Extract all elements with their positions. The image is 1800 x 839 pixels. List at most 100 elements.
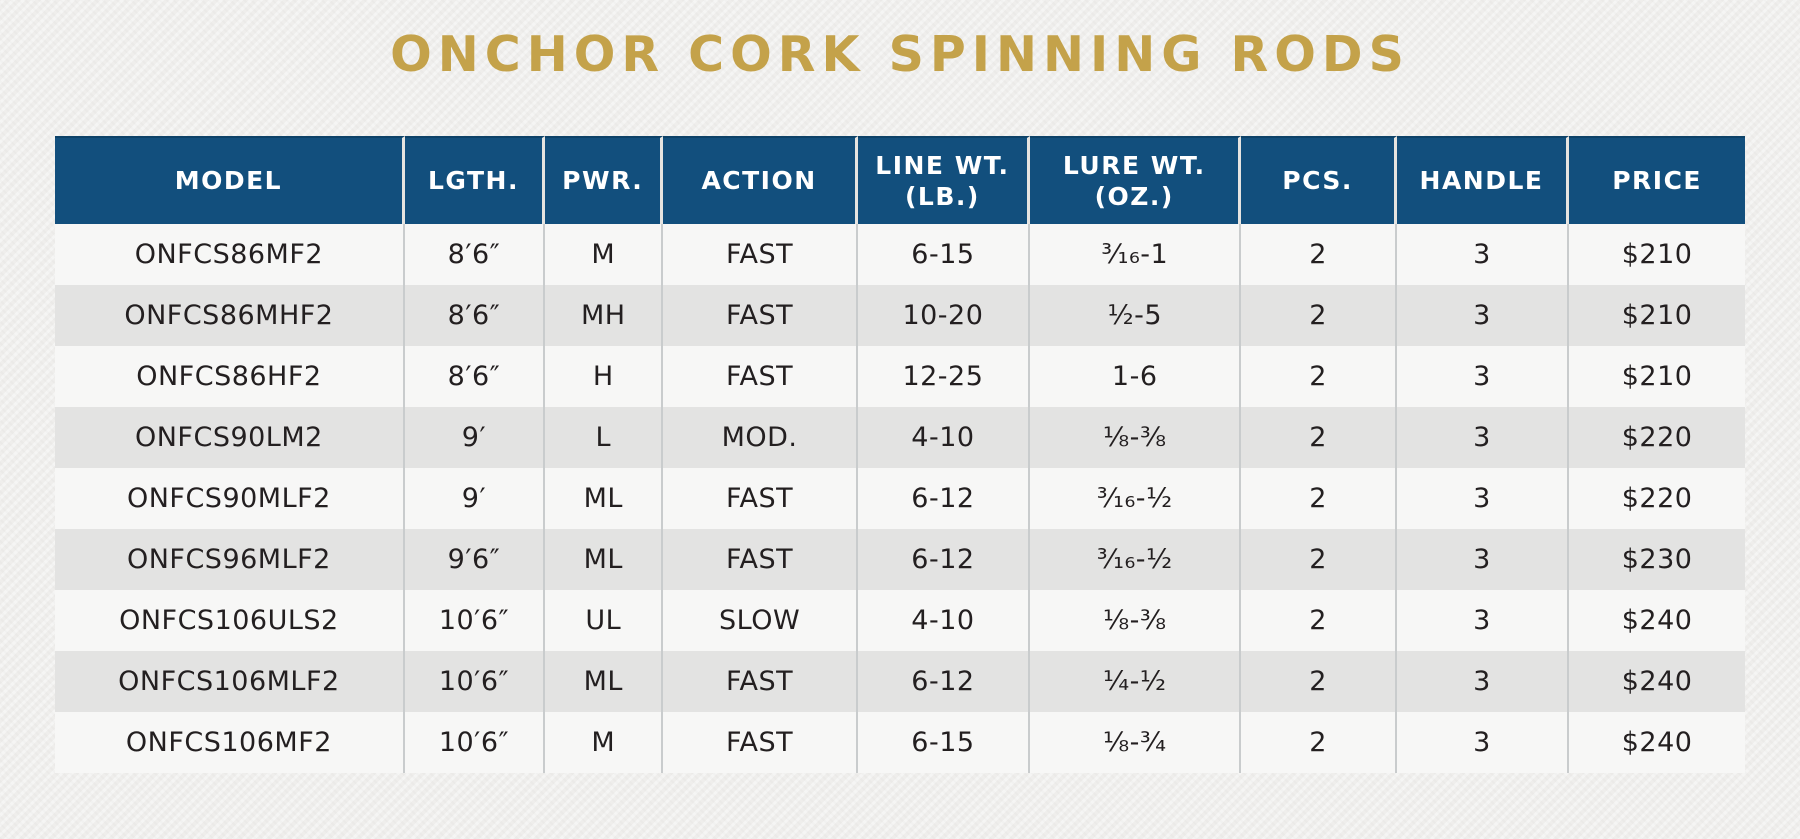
cell-handle: 3 (1397, 407, 1570, 468)
cell-handle: 3 (1397, 651, 1570, 712)
table-body: ONFCS86MF2 8′6″ M FAST 6-15 ³⁄₁₆-1 2 3 $210 ONFCS… (55, 224, 1745, 773)
cell-line_wt: 12-25 (858, 346, 1031, 407)
cell-action: FAST (663, 529, 858, 590)
cell-action: FAST (663, 468, 858, 529)
cell-model: ONFCS96MLF2 (55, 529, 405, 590)
cell-lure_wt: ¼-½ (1030, 651, 1242, 712)
cell-price: $240 (1621, 727, 1693, 758)
table-row: ONFCS86MHF2 8′6″ MH FAST 10-20 ½-5 2 3 $210 (55, 285, 1745, 346)
table-row: ONFCS106MLF2 10′6″ ML FAST 6-12 ¼-½ 2 3 $240 (55, 651, 1745, 712)
table-header: MODEL LGTH. PWR. ACTION LINE WT. (LB.) LURE W… (55, 136, 1745, 224)
cell-power: M (545, 224, 664, 285)
cell-model: ONFCS86HF2 (55, 346, 405, 407)
cell-line_wt: 6-15 (858, 712, 1031, 773)
cell-price: $240 (1621, 666, 1693, 697)
cell-length: 8′6″ (405, 224, 546, 285)
cell-length: 9′6″ (405, 529, 546, 590)
cell-price: $240 (1621, 605, 1693, 636)
cell-action: FAST (663, 285, 858, 346)
table-row: ONFCS86MF2 8′6″ M FAST 6-15 ³⁄₁₆-1 2 3 $210 (55, 224, 1745, 285)
cell-lure_wt: ⅛-⅜ (1030, 590, 1242, 651)
cell-line_wt: 6-12 (858, 529, 1031, 590)
table-row: ONFCS90MLF2 9′ ML FAST 6-12 ³⁄₁₆-½ 2 3 $220 (55, 468, 1745, 529)
cell-handle: 3 (1397, 346, 1570, 407)
cell-price: $210 (1621, 300, 1693, 331)
table-row: ONFCS96MLF2 9′6″ ML FAST 6-12 ³⁄₁₆-½ 2 3 $230 (55, 529, 1745, 590)
cell-pcs: 2 (1241, 285, 1397, 346)
cell-length: 10′6″ (405, 651, 546, 712)
table-row: ONFCS86HF2 8′6″ H FAST 12-25 1-6 2 3 $210 (55, 346, 1745, 407)
cell-lure_wt: ³⁄₁₆-½ (1030, 468, 1242, 529)
cell-length: 8′6″ (405, 346, 546, 407)
cell-handle: 3 (1397, 468, 1570, 529)
cell-line_wt: 6-12 (858, 468, 1031, 529)
cell-price: $220 (1621, 422, 1693, 453)
cell-lure_wt: ³⁄₁₆-½ (1030, 529, 1242, 590)
cell-handle: 3 (1397, 285, 1570, 346)
cell-handle: 3 (1397, 224, 1570, 285)
cell-action: SLOW (663, 590, 858, 651)
cell-action: FAST (663, 712, 858, 773)
cell-power: M (545, 712, 664, 773)
cell-lure_wt: ³⁄₁₆-1 (1030, 224, 1242, 285)
cell-line_wt: 6-12 (858, 651, 1031, 712)
cell-power: H (545, 346, 664, 407)
cell-pcs: 2 (1241, 529, 1397, 590)
table-row: ONFCS106ULS2 10′6″ UL SLOW 4-10 ⅛-⅜ 2 3 $240 (55, 590, 1745, 651)
cell-pcs: 2 (1241, 224, 1397, 285)
column-header-power: PWR. (545, 136, 664, 224)
column-header-length: LGTH. (404, 136, 546, 224)
cell-length: 9′ (405, 407, 546, 468)
column-header-line_wt: LINE WT. (LB.) (857, 136, 1031, 224)
column-header-action: ACTION (663, 136, 858, 224)
cell-price: $210 (1621, 361, 1693, 392)
cell-handle: 3 (1397, 590, 1570, 651)
cell-lure_wt: ⅛-⅜ (1030, 407, 1242, 468)
cell-model: ONFCS90LM2 (55, 407, 405, 468)
cell-power: MH (545, 285, 664, 346)
header-row: MODEL LGTH. PWR. ACTION LINE WT. (LB.) LURE W… (55, 136, 1745, 224)
cell-action: FAST (663, 224, 858, 285)
cell-line_wt: 4-10 (858, 590, 1031, 651)
cell-pcs: 2 (1241, 346, 1397, 407)
cell-lure_wt: ⅛-¾ (1030, 712, 1242, 773)
column-header-price: PRICE (1569, 136, 1745, 224)
cell-power: ML (545, 468, 664, 529)
cell-length: 8′6″ (405, 285, 546, 346)
cell-power: ML (545, 529, 664, 590)
cell-line_wt: 6-15 (858, 224, 1031, 285)
cell-price: $210 (1621, 239, 1693, 270)
cell-handle: 3 (1397, 712, 1570, 773)
cell-power: L (545, 407, 664, 468)
cell-pcs: 2 (1241, 651, 1397, 712)
cell-handle: 3 (1397, 529, 1570, 590)
cell-line_wt: 4-10 (858, 407, 1031, 468)
column-header-lure_wt: LURE WT. (OZ.) (1030, 136, 1242, 224)
cell-length: 10′6″ (405, 712, 546, 773)
cell-pcs: 2 (1241, 712, 1397, 773)
cell-pcs: 2 (1241, 590, 1397, 651)
table-row: ONFCS106MF2 10′6″ M FAST 6-15 ⅛-¾ 2 3 $240 (55, 712, 1745, 773)
cell-action: FAST (663, 651, 858, 712)
cell-price: $230 (1621, 544, 1693, 575)
cell-pcs: 2 (1241, 407, 1397, 468)
cell-line_wt: 10-20 (858, 285, 1031, 346)
column-header-model: MODEL (55, 136, 405, 224)
cell-model: ONFCS106MLF2 (55, 651, 405, 712)
cell-power: ML (545, 651, 664, 712)
page-title: ONCHOR CORK SPINNING RODS (390, 26, 1410, 83)
cell-power: UL (545, 590, 664, 651)
cell-action: FAST (663, 346, 858, 407)
cell-lure_wt: ½-5 (1030, 285, 1242, 346)
cell-lure_wt: 1-6 (1030, 346, 1242, 407)
cell-length: 10′6″ (405, 590, 546, 651)
column-header-handle: HANDLE (1396, 136, 1570, 224)
spec-table: MODEL LGTH. PWR. ACTION LINE WT. (LB.) LURE W… (55, 136, 1745, 773)
cell-model: ONFCS90MLF2 (55, 468, 405, 529)
cell-price: $220 (1621, 483, 1693, 514)
cell-length: 9′ (405, 468, 546, 529)
cell-model: ONFCS106MF2 (55, 712, 405, 773)
column-header-pcs: PCS. (1241, 136, 1397, 224)
cell-pcs: 2 (1241, 468, 1397, 529)
cell-model: ONFCS86MHF2 (55, 285, 405, 346)
